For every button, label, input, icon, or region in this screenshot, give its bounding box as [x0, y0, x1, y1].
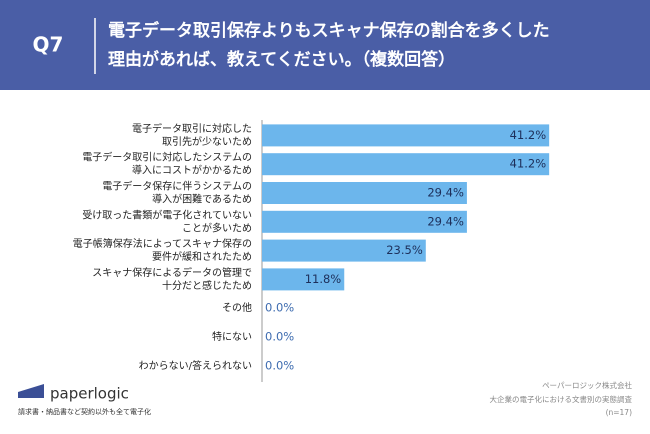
category-label: 電子データ保存に伴うシステムの導入が困難であるため [102, 180, 252, 206]
bar [262, 210, 467, 233]
value-label: 29.4% [427, 186, 464, 200]
source: ペーパーロジック株式会社 [542, 380, 632, 390]
logo-text: paperlogic [50, 385, 129, 403]
category-label: わからない/答えられない [139, 359, 252, 372]
source: 大企業の電子化における文書別の実態調査 [490, 394, 633, 404]
value-label: 41.2% [510, 128, 547, 142]
value-label: 29.4% [427, 214, 464, 228]
category-label: 電子データ取引に対応した取引先が少ないため [132, 122, 252, 148]
value-label: 0.0% [265, 330, 294, 344]
category-label: スキャナ保存によるデータの管理で十分だと感じたため [92, 266, 252, 292]
question-number: Q7 [33, 33, 64, 57]
bar [262, 124, 550, 147]
value-label: 0.0% [265, 358, 294, 372]
bar [262, 153, 550, 176]
bar [262, 268, 345, 291]
title-line: 理由があれば、教えてください。（複数回答） [108, 49, 455, 70]
value-label: 41.2% [510, 157, 547, 171]
bar [262, 239, 426, 262]
logo-mark [18, 384, 44, 398]
tagline: 請求書・納品書など契約以外も全て電子化 [18, 407, 151, 416]
title-line: 電子データ取引保存よりもスキャナ保存の割合を多くした [108, 20, 550, 41]
header-band [0, 0, 650, 90]
category-label: 電子データ取引に対応したシステムの導入にコストがかかるため [82, 151, 252, 177]
value-label: 0.0% [265, 301, 294, 315]
category-label: 受け取った書類が電子化されていないことが多いため [82, 208, 252, 234]
category-label: 電子帳簿保存法によってスキャナ保存の要件が緩和されたため [73, 237, 252, 263]
bar [262, 182, 467, 204]
value-label: 11.8% [305, 272, 342, 286]
value-label: 23.5% [386, 243, 423, 257]
logo: paperlogic 請求書・納品書など契約以外も全て電子化 [18, 384, 151, 416]
source: (n=17) [606, 408, 633, 417]
category-label: 特にない [212, 331, 252, 343]
category-label: その他 [222, 301, 252, 314]
